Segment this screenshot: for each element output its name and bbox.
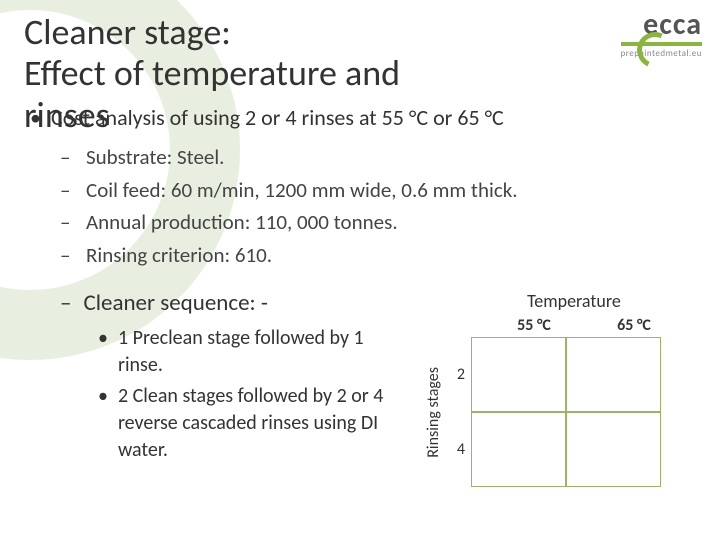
list-item-text: 2 Clean stages followed by 2 or 4 revers… [118,383,398,464]
list-item: •1 Preclean stage followed by 1 rinse. [98,325,398,379]
list-item: –Substrate: Steel. [60,141,696,174]
dash-icon: – [60,239,74,272]
list-item: –Rinsing criterion: 610. [60,239,696,272]
dash-icon: – [60,174,74,207]
sub-bullet-list: –Substrate: Steel. –Coil feed: 60 m/min,… [60,141,696,271]
list-item-text: Substrate: Steel. [86,141,224,174]
list-item-text: Coil feed: 60 m/min, 1200 mm wide, 0.6 m… [86,174,518,207]
list-item: –Annual production: 110, 000 tonnes. [60,206,696,239]
bullet-dot-icon: • [98,325,108,379]
sequence-label: – Cleaner sequence: - [60,289,696,317]
sequence-sublist: •1 Preclean stage followed by 1 rinse. •… [98,325,398,464]
list-item-text: Annual production: 110, 000 tonnes. [86,206,398,239]
slide-content: Cleaner stage:Effect of temperature andr… [0,0,720,464]
main-bullet-text: Cost analysis of using 2 or 4 rinses at … [51,104,504,131]
dash-icon: – [60,141,74,174]
list-item: •2 Clean stages followed by 2 or 4 rever… [98,383,398,464]
sequence-label-text: Cleaner sequence: - [83,289,267,317]
main-bullet: • Cost analysis of using 2 or 4 rinses a… [30,104,696,131]
list-item-text: Rinsing criterion: 610. [86,239,272,272]
bullet-dot-icon: • [98,383,108,464]
list-item-text: 1 Preclean stage followed by 1 rinse. [118,325,398,379]
dash-icon: – [60,206,74,239]
dash-icon: – [60,289,71,317]
bullet-dot-icon: • [30,104,41,131]
list-item: –Coil feed: 60 m/min, 1200 mm wide, 0.6 … [60,174,696,207]
